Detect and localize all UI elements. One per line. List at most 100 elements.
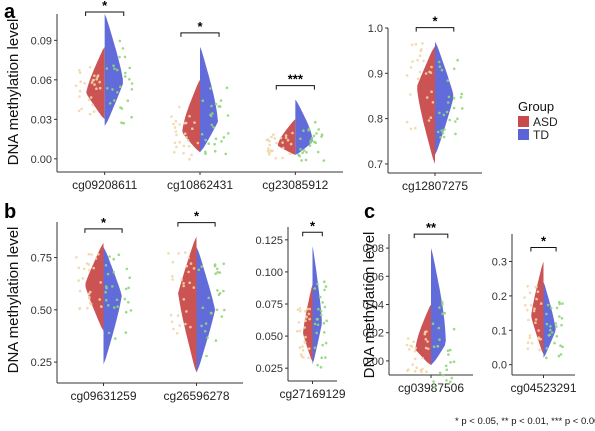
data-point bbox=[174, 130, 178, 133]
data-point bbox=[414, 42, 418, 46]
y-tick-label: 0.03 bbox=[31, 114, 52, 126]
data-point bbox=[184, 322, 187, 326]
data-point bbox=[270, 135, 273, 139]
data-point bbox=[108, 255, 111, 258]
data-point bbox=[526, 284, 529, 288]
violin-group-cg04523291: cg04523291 * bbox=[510, 234, 576, 395]
data-point bbox=[214, 272, 217, 276]
data-point bbox=[96, 74, 100, 77]
y-tick-label: 0.7 bbox=[368, 159, 383, 171]
data-point bbox=[89, 96, 93, 99]
data-point bbox=[80, 107, 83, 111]
data-point bbox=[112, 64, 115, 67]
data-point bbox=[210, 104, 213, 108]
data-point bbox=[532, 309, 536, 313]
data-point bbox=[459, 96, 463, 99]
data-point bbox=[425, 370, 428, 374]
data-point bbox=[78, 289, 82, 293]
data-point bbox=[433, 385, 436, 389]
data-point bbox=[316, 323, 320, 327]
data-point bbox=[281, 146, 285, 150]
data-point bbox=[526, 308, 529, 312]
y-tick-label: 0.9 bbox=[368, 68, 383, 80]
y-tick-label: 0.00 bbox=[31, 154, 52, 166]
data-point bbox=[307, 312, 311, 316]
data-point bbox=[223, 308, 226, 312]
data-point bbox=[416, 77, 420, 81]
violin-td-cg09631259 bbox=[103, 247, 122, 365]
data-point bbox=[78, 89, 82, 93]
data-point bbox=[297, 153, 300, 156]
data-point bbox=[128, 66, 131, 70]
data-point bbox=[216, 267, 219, 271]
data-point bbox=[222, 262, 225, 266]
data-point bbox=[201, 306, 205, 310]
violin-td-cg12807275 bbox=[435, 41, 454, 155]
y-tick-label: 0.09 bbox=[31, 35, 52, 47]
data-point bbox=[174, 119, 178, 123]
x-tick-label: cg03987506 bbox=[398, 381, 464, 395]
data-point bbox=[178, 324, 181, 327]
data-point bbox=[186, 139, 190, 142]
data-point bbox=[104, 285, 108, 288]
data-point bbox=[188, 281, 191, 285]
data-point bbox=[450, 376, 454, 380]
data-point bbox=[104, 264, 108, 267]
data-point bbox=[191, 127, 194, 130]
data-point bbox=[78, 95, 81, 98]
x-tick-label: cg26596278 bbox=[163, 389, 229, 403]
data-point bbox=[441, 373, 445, 377]
data-point bbox=[90, 253, 93, 256]
significance-bracket bbox=[84, 228, 123, 233]
data-point bbox=[411, 60, 414, 63]
significance-bracket bbox=[275, 85, 315, 90]
data-point bbox=[204, 138, 207, 142]
legend-label-asd: ASD bbox=[533, 115, 558, 129]
data-point bbox=[549, 306, 553, 310]
data-point bbox=[316, 363, 319, 367]
panel-a-2: 0.7 0.8 0.9 1.0 cg12807275 * bbox=[368, 14, 482, 193]
data-point bbox=[413, 349, 417, 353]
data-point bbox=[449, 348, 452, 352]
data-point bbox=[441, 302, 444, 306]
significance-stars: * bbox=[310, 218, 316, 233]
data-point bbox=[204, 150, 207, 154]
data-point bbox=[559, 353, 563, 356]
data-point bbox=[286, 138, 290, 142]
violin-group-cg27169129: cg27169129 * bbox=[279, 218, 345, 401]
data-point bbox=[441, 131, 445, 135]
data-point bbox=[87, 98, 91, 101]
data-point bbox=[559, 344, 562, 348]
data-point bbox=[98, 80, 101, 84]
y-tick-label: 0.75 bbox=[31, 253, 52, 265]
data-point bbox=[173, 141, 177, 145]
data-point bbox=[320, 133, 324, 136]
data-point bbox=[555, 325, 558, 328]
data-point bbox=[320, 356, 324, 360]
data-point bbox=[173, 126, 177, 129]
data-point bbox=[449, 380, 452, 384]
data-point bbox=[308, 307, 312, 311]
data-point bbox=[87, 263, 91, 266]
data-point bbox=[124, 331, 128, 334]
data-point bbox=[125, 267, 129, 271]
significance-stars: * bbox=[101, 215, 107, 230]
violin-td-cg23085912 bbox=[295, 99, 313, 155]
data-point bbox=[561, 345, 564, 349]
data-point bbox=[430, 65, 433, 69]
data-point bbox=[321, 343, 324, 347]
y-tick-label: 0.8 bbox=[368, 114, 383, 126]
data-point bbox=[207, 142, 210, 145]
violin-asd-cg03987506 bbox=[415, 304, 431, 366]
data-point bbox=[304, 310, 307, 313]
data-point bbox=[98, 86, 102, 90]
data-point bbox=[537, 337, 540, 341]
violin-td-cg03987506 bbox=[431, 248, 446, 366]
y-tick-label: 0.25 bbox=[31, 357, 52, 369]
data-point bbox=[209, 113, 212, 117]
data-point bbox=[220, 140, 223, 143]
data-point bbox=[299, 137, 302, 141]
panel-label-a: a bbox=[4, 1, 16, 23]
data-point bbox=[318, 295, 322, 299]
y-tick-label: 0.06 bbox=[363, 271, 384, 283]
